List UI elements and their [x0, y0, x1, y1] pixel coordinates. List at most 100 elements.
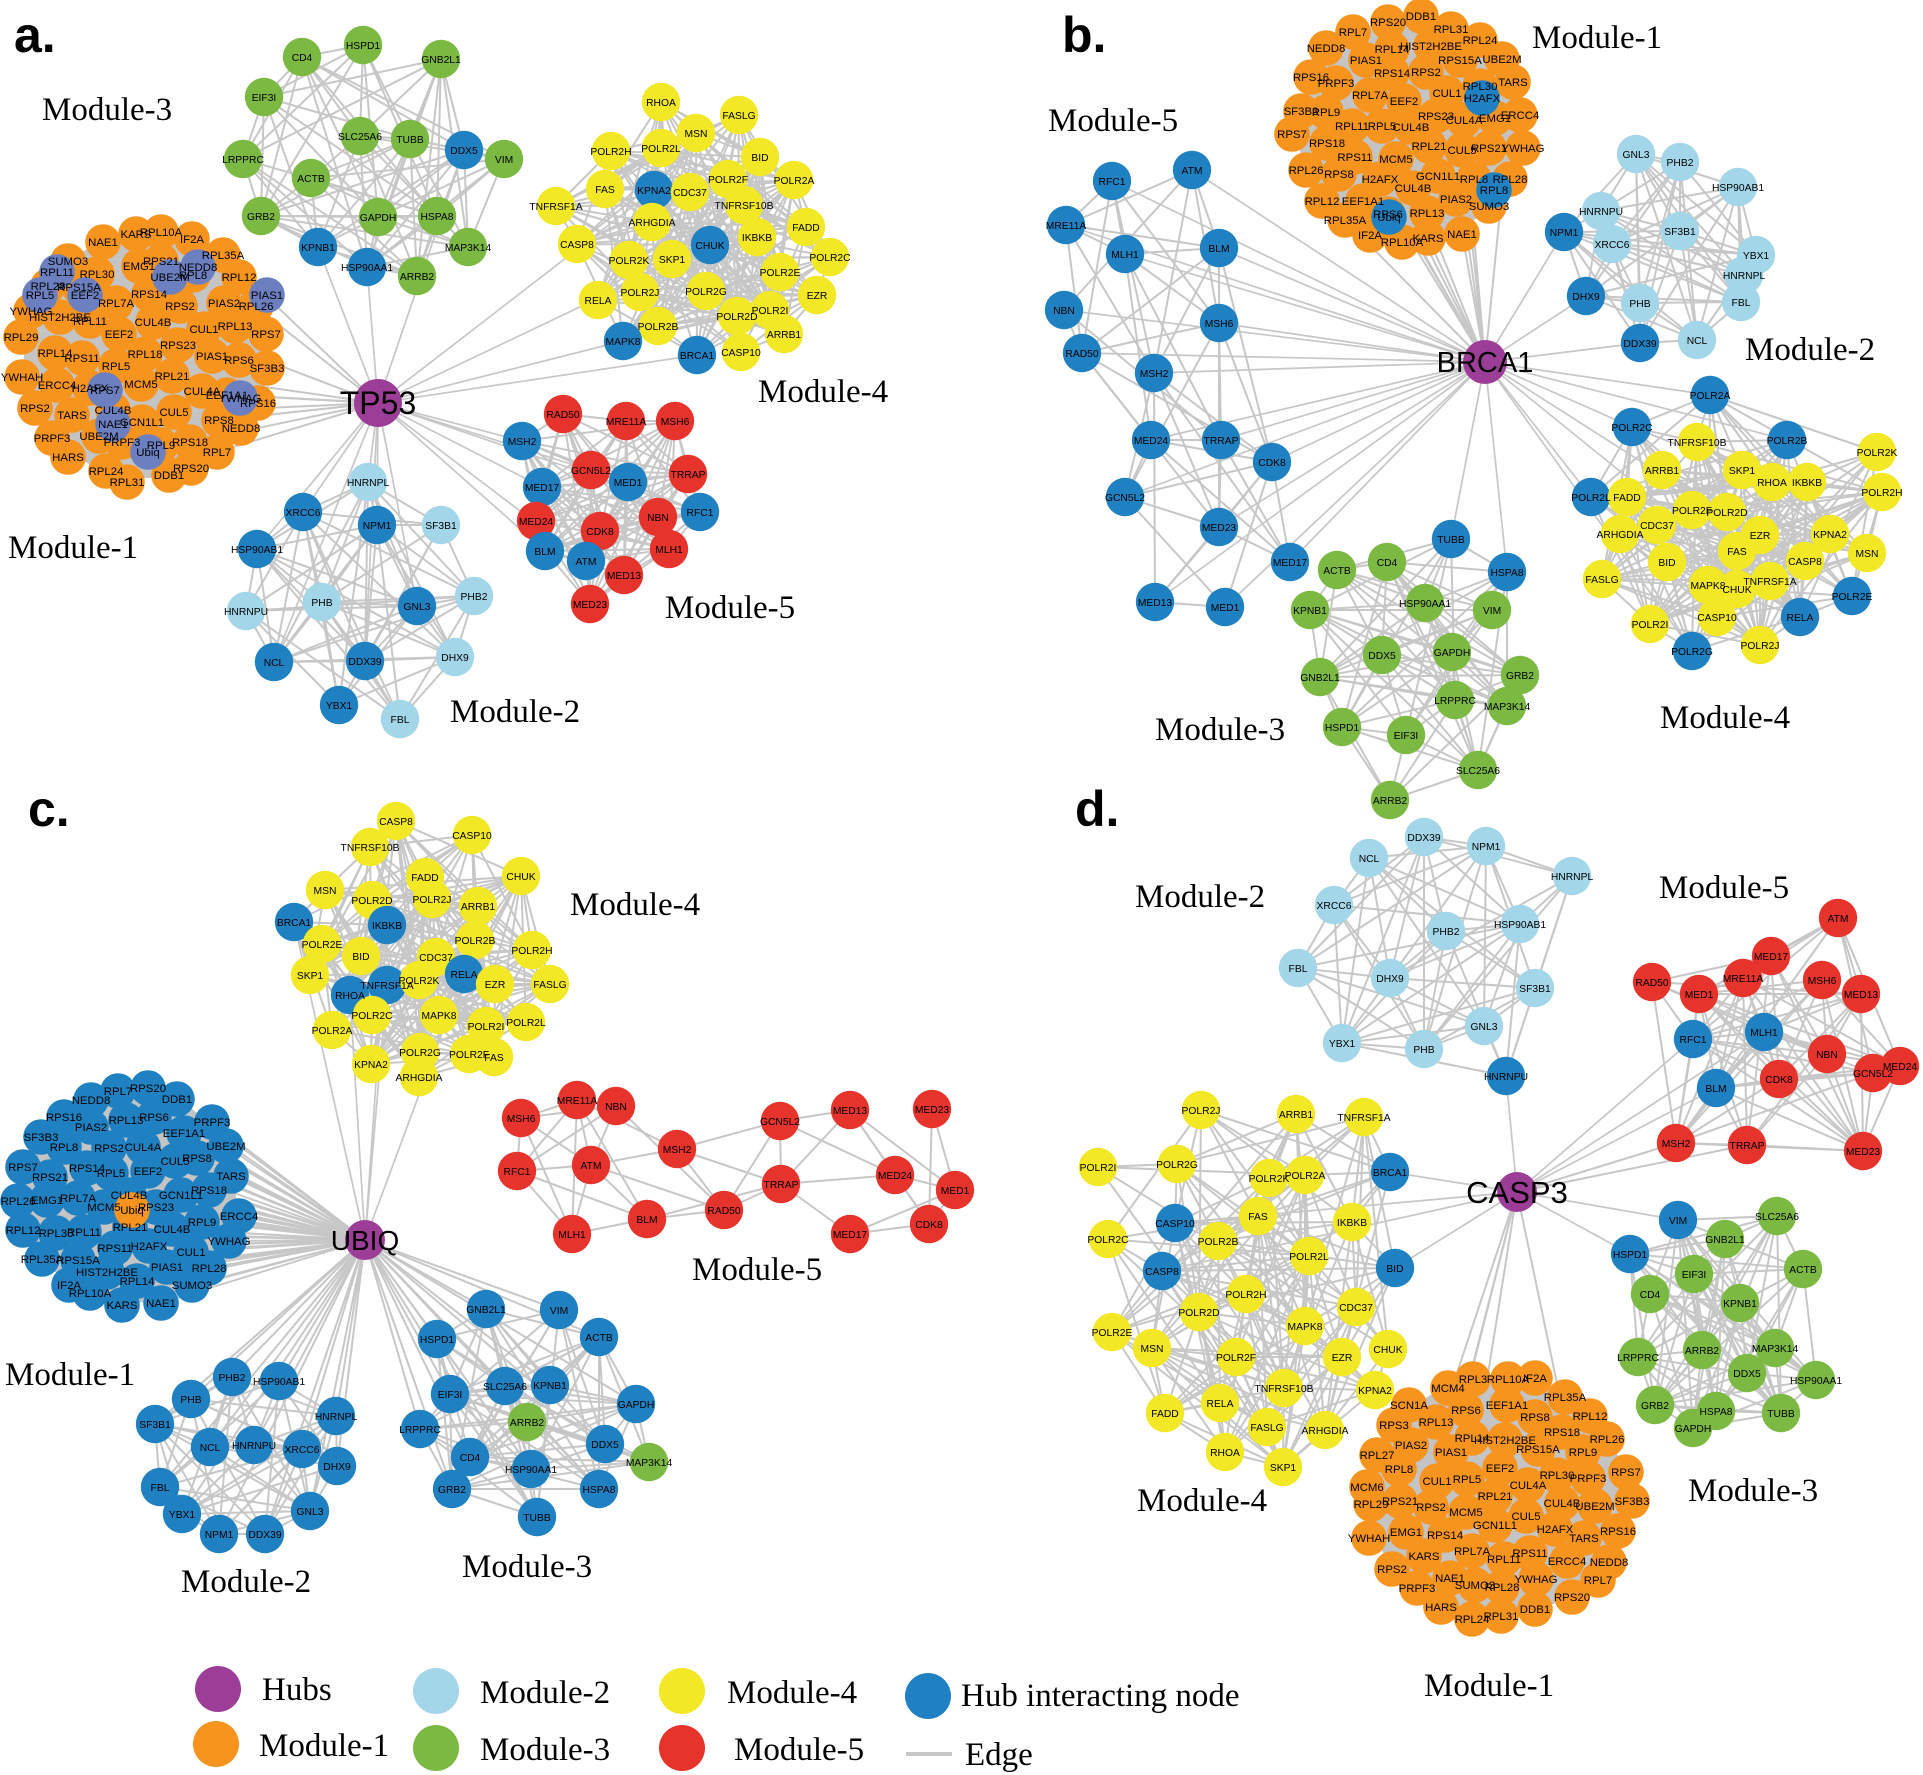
svg-text:BLM: BLM [1208, 244, 1229, 255]
svg-text:RPS2: RPS2 [165, 301, 195, 313]
svg-text:RPL5: RPL5 [97, 1168, 126, 1180]
svg-text:POLR2G: POLR2G [685, 287, 727, 298]
svg-text:GNB2L1: GNB2L1 [1705, 1235, 1745, 1246]
svg-text:EEF1A1: EEF1A1 [206, 390, 248, 402]
svg-text:RPL31: RPL31 [1484, 1611, 1519, 1623]
svg-text:RPS6: RPS6 [1373, 209, 1403, 221]
svg-text:POLR2D: POLR2D [1706, 508, 1747, 519]
svg-text:RPL35A: RPL35A [1544, 1392, 1587, 1404]
svg-text:RPL14: RPL14 [38, 348, 73, 360]
svg-text:POLR2B: POLR2B [638, 322, 679, 333]
svg-text:IF2A: IF2A [1358, 230, 1382, 242]
svg-text:FADD: FADD [411, 873, 438, 884]
svg-text:CUL1: CUL1 [1432, 88, 1461, 100]
svg-text:GCN5L2: GCN5L2 [760, 1117, 800, 1128]
svg-text:HNRNPL: HNRNPL [315, 1412, 358, 1423]
svg-text:HSPD1: HSPD1 [420, 1335, 455, 1346]
svg-text:CUL4B: CUL4B [135, 317, 172, 329]
svg-text:Edge: Edge [965, 1737, 1033, 1773]
svg-text:CUL4B: CUL4B [1544, 1498, 1581, 1510]
svg-text:EZR: EZR [485, 980, 506, 991]
svg-text:CHUK: CHUK [1722, 585, 1751, 596]
svg-text:FBL: FBL [391, 715, 410, 726]
svg-text:DDX39: DDX39 [1623, 339, 1656, 350]
svg-text:ATM: ATM [1182, 166, 1203, 177]
svg-text:EMG1: EMG1 [1479, 113, 1511, 125]
svg-text:TNFRSF1A: TNFRSF1A [529, 202, 582, 213]
svg-text:TNFRSF1A: TNFRSF1A [1743, 577, 1796, 588]
svg-text:YWHAH: YWHAH [1, 372, 43, 384]
svg-text:HSP90AB1: HSP90AB1 [253, 1377, 305, 1388]
svg-text:MAP3K14: MAP3K14 [1752, 1344, 1799, 1355]
svg-text:MAPK8: MAPK8 [1691, 581, 1726, 592]
svg-text:POLR2D: POLR2D [1178, 1308, 1219, 1319]
svg-text:GCN1L1: GCN1L1 [159, 1190, 203, 1202]
svg-text:RAD50: RAD50 [1065, 349, 1098, 360]
svg-text:CD4: CD4 [460, 1453, 481, 1464]
svg-text:ERCC4: ERCC4 [1548, 1556, 1587, 1568]
svg-text:RPS14: RPS14 [1427, 1530, 1463, 1542]
svg-text:CHUK: CHUK [695, 241, 724, 252]
svg-text:GNL3: GNL3 [1471, 1022, 1498, 1033]
svg-text:RPL10A: RPL10A [1487, 1374, 1530, 1386]
svg-text:NAE1: NAE1 [1447, 229, 1477, 241]
svg-text:EIF3I: EIF3I [1682, 1270, 1707, 1281]
svg-text:MED24: MED24 [878, 1171, 913, 1182]
svg-text:SF3B3: SF3B3 [250, 363, 285, 375]
svg-text:CUL5: CUL5 [159, 407, 188, 419]
svg-text:POLR2H: POLR2H [1225, 1290, 1266, 1301]
svg-text:RPL3: RPL3 [1459, 1374, 1488, 1386]
svg-text:VIM: VIM [1669, 1216, 1687, 1227]
svg-text:PRPF3: PRPF3 [1570, 1473, 1607, 1485]
svg-text:KPNA2: KPNA2 [637, 186, 671, 197]
svg-text:POLR2G: POLR2G [1671, 647, 1713, 658]
svg-text:LRPPRC: LRPPRC [222, 155, 264, 166]
svg-text:MSH2: MSH2 [1662, 1139, 1691, 1150]
svg-text:DHX9: DHX9 [441, 653, 469, 664]
svg-text:RPS8: RPS8 [1520, 1412, 1550, 1424]
svg-text:HSPA8: HSPA8 [582, 1485, 615, 1496]
svg-text:POLR2I: POLR2I [1632, 620, 1669, 631]
svg-text:RPL11: RPL11 [1335, 121, 1369, 133]
svg-text:POLR2E: POLR2E [302, 940, 343, 951]
svg-text:CDC37: CDC37 [673, 188, 707, 199]
svg-text:MAP3K14: MAP3K14 [1484, 702, 1531, 713]
svg-text:RPS20: RPS20 [1370, 17, 1406, 29]
svg-text:SLC25A6: SLC25A6 [1755, 1212, 1799, 1223]
svg-text:GRB2: GRB2 [1641, 1401, 1669, 1412]
svg-text:d.: d. [1075, 781, 1119, 837]
svg-text:SUMO3: SUMO3 [1455, 1580, 1496, 1592]
svg-text:SKP1: SKP1 [659, 255, 686, 266]
svg-text:RPS16: RPS16 [1600, 1526, 1636, 1538]
svg-text:RFC1: RFC1 [504, 1167, 531, 1178]
svg-text:MED17: MED17 [833, 1230, 868, 1241]
svg-text:IKBKB: IKBKB [372, 921, 402, 932]
svg-text:TARS: TARS [1569, 1533, 1599, 1545]
svg-text:RPL13: RPL13 [1419, 1417, 1454, 1429]
svg-text:Hub interacting node: Hub interacting node [961, 1678, 1240, 1714]
svg-text:Module-2: Module-2 [1745, 332, 1875, 368]
svg-text:CD4: CD4 [292, 53, 313, 64]
svg-text:TNFRSF10B: TNFRSF10B [1668, 438, 1727, 449]
svg-text:MSN: MSN [1141, 1344, 1164, 1355]
svg-text:PRPF3: PRPF3 [194, 1117, 231, 1129]
svg-text:MED23: MED23 [573, 600, 608, 611]
svg-text:GCN1L1: GCN1L1 [1473, 1520, 1517, 1532]
svg-text:Module-5: Module-5 [665, 590, 795, 626]
svg-text:CASP10: CASP10 [721, 348, 761, 359]
svg-text:RPS18: RPS18 [1544, 1427, 1580, 1439]
svg-text:POLR2I: POLR2I [752, 306, 789, 317]
svg-text:TNFRSF10B: TNFRSF10B [1255, 1384, 1314, 1395]
svg-text:SUMO3: SUMO3 [48, 256, 89, 268]
svg-text:RPL28: RPL28 [192, 1263, 227, 1275]
svg-text:RPL7A: RPL7A [60, 1193, 96, 1205]
svg-text:HNRNPL: HNRNPL [1551, 872, 1594, 883]
svg-text:PRPF3: PRPF3 [1399, 1583, 1436, 1595]
svg-text:RPL11: RPL11 [73, 316, 107, 328]
svg-text:HIST2H2BE: HIST2H2BE [29, 312, 91, 324]
svg-text:RPL8: RPL8 [1460, 174, 1489, 186]
svg-text:MED13: MED13 [607, 571, 642, 582]
svg-text:DHX9: DHX9 [1376, 974, 1404, 985]
svg-text:DDX5: DDX5 [591, 1440, 619, 1451]
svg-text:RHOA: RHOA [646, 98, 676, 109]
